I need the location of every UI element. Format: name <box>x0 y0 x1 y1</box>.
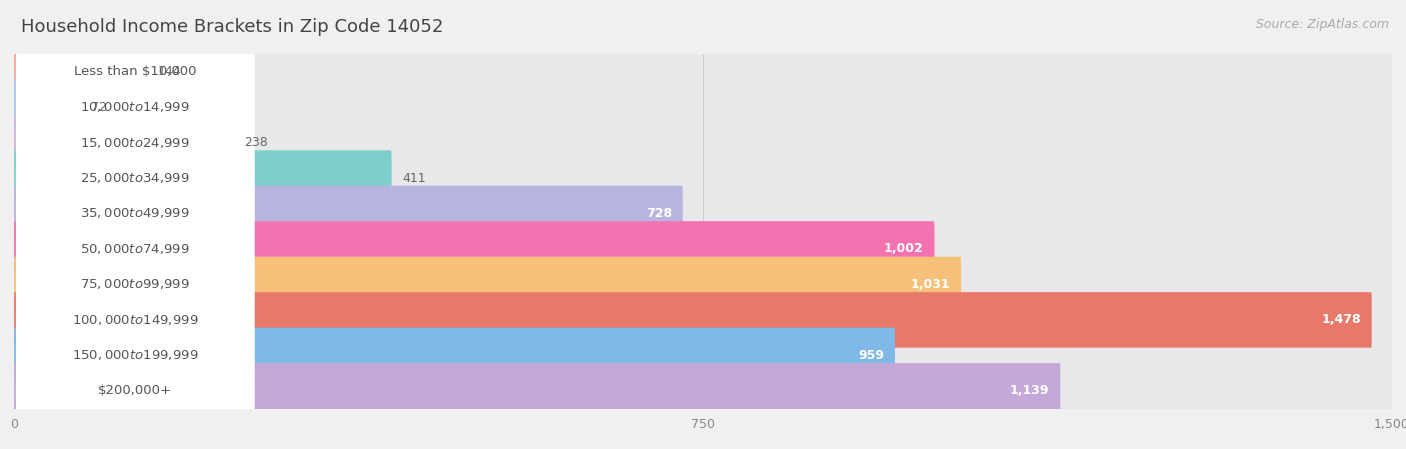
FancyBboxPatch shape <box>14 221 935 277</box>
FancyBboxPatch shape <box>14 79 1392 135</box>
FancyBboxPatch shape <box>14 79 80 135</box>
Text: Less than $10,000: Less than $10,000 <box>75 65 197 78</box>
FancyBboxPatch shape <box>14 328 896 383</box>
Text: $50,000 to $74,999: $50,000 to $74,999 <box>80 242 190 256</box>
FancyBboxPatch shape <box>15 123 254 162</box>
Text: 728: 728 <box>645 207 672 220</box>
FancyBboxPatch shape <box>14 115 232 170</box>
Text: 144: 144 <box>157 65 181 78</box>
FancyBboxPatch shape <box>14 257 962 312</box>
FancyBboxPatch shape <box>14 115 1392 170</box>
FancyBboxPatch shape <box>14 150 392 206</box>
FancyBboxPatch shape <box>14 221 1392 277</box>
Text: $10,000 to $14,999: $10,000 to $14,999 <box>80 100 190 114</box>
Text: $150,000 to $199,999: $150,000 to $199,999 <box>72 348 198 362</box>
FancyBboxPatch shape <box>14 186 683 241</box>
Text: Source: ZipAtlas.com: Source: ZipAtlas.com <box>1256 18 1389 31</box>
FancyBboxPatch shape <box>15 88 254 126</box>
Text: $25,000 to $34,999: $25,000 to $34,999 <box>80 171 190 185</box>
Text: $200,000+: $200,000+ <box>98 384 173 397</box>
FancyBboxPatch shape <box>14 363 1392 418</box>
FancyBboxPatch shape <box>14 44 1392 99</box>
Text: $75,000 to $99,999: $75,000 to $99,999 <box>80 277 190 291</box>
FancyBboxPatch shape <box>14 363 1060 418</box>
FancyBboxPatch shape <box>15 265 254 304</box>
FancyBboxPatch shape <box>15 372 254 410</box>
FancyBboxPatch shape <box>14 186 1392 241</box>
FancyBboxPatch shape <box>14 292 1392 348</box>
FancyBboxPatch shape <box>15 301 254 339</box>
Text: 1,002: 1,002 <box>884 242 924 255</box>
FancyBboxPatch shape <box>14 44 146 99</box>
Text: $35,000 to $49,999: $35,000 to $49,999 <box>80 207 190 220</box>
Text: 1,031: 1,031 <box>911 278 950 291</box>
FancyBboxPatch shape <box>15 230 254 268</box>
FancyBboxPatch shape <box>14 257 1392 312</box>
Text: 72: 72 <box>91 101 107 114</box>
FancyBboxPatch shape <box>15 336 254 374</box>
FancyBboxPatch shape <box>15 159 254 197</box>
Text: 411: 411 <box>402 172 426 185</box>
Text: 238: 238 <box>243 136 267 149</box>
Text: $15,000 to $24,999: $15,000 to $24,999 <box>80 136 190 150</box>
Text: 959: 959 <box>858 349 884 362</box>
FancyBboxPatch shape <box>14 292 1372 348</box>
Text: Household Income Brackets in Zip Code 14052: Household Income Brackets in Zip Code 14… <box>21 18 443 36</box>
FancyBboxPatch shape <box>15 53 254 91</box>
Text: 1,139: 1,139 <box>1010 384 1049 397</box>
FancyBboxPatch shape <box>14 150 1392 206</box>
Text: $100,000 to $149,999: $100,000 to $149,999 <box>72 313 198 327</box>
Text: 1,478: 1,478 <box>1322 313 1361 326</box>
FancyBboxPatch shape <box>15 194 254 233</box>
FancyBboxPatch shape <box>14 328 1392 383</box>
